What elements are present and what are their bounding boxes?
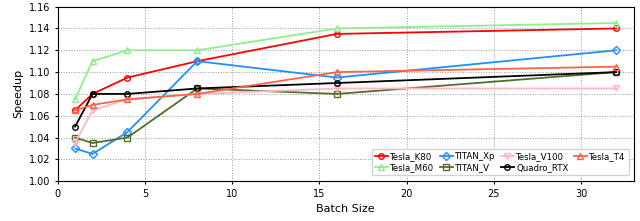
- X-axis label: Batch Size: Batch Size: [316, 204, 375, 214]
- Y-axis label: Speedup: Speedup: [13, 69, 23, 118]
- Legend: Tesla_K80, Tesla_M60, TITAN_Xp, TITAN_V, Tesla_V100, Quadro_RTX, Tesla_T4: Tesla_K80, Tesla_M60, TITAN_Xp, TITAN_V,…: [372, 149, 629, 175]
